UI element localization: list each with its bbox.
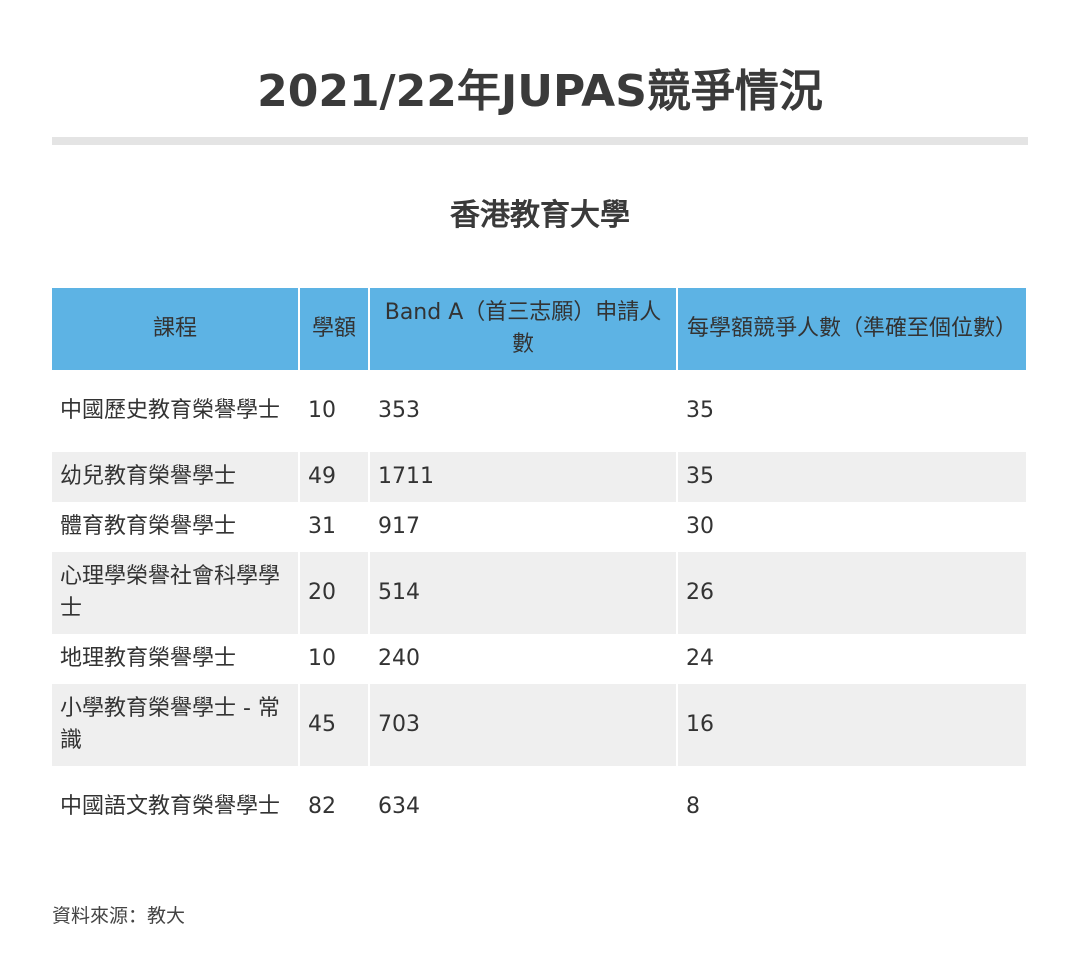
ratio-value: 35 (677, 452, 1026, 502)
page-title: 2021/22年JUPAS競爭情況 (257, 66, 823, 117)
table-row: 中國語文教育榮譽學士 82 634 8 (52, 766, 1026, 848)
ratio-value: 30 (677, 502, 1026, 552)
quota-value: 10 (299, 370, 370, 452)
header-band-a-applicants: Band A（首三志願）申請人數 (369, 288, 678, 370)
band-a-value: 1711 (369, 452, 678, 502)
course-name: 幼兒教育榮譽學士 (52, 452, 300, 502)
band-a-value: 353 (369, 370, 678, 452)
course-name: 小學教育榮譽學士 - 常識 (52, 684, 300, 766)
table-row: 小學教育榮譽學士 - 常識 45 703 16 (52, 684, 1026, 766)
ratio-value: 35 (677, 370, 1026, 452)
header-competition-ratio: 每學額競爭人數（準確至個位數） (677, 288, 1026, 370)
quota-value: 20 (299, 552, 370, 634)
header-course: 課程 (52, 288, 300, 370)
table-row: 體育教育榮譽學士 31 917 30 (52, 502, 1026, 552)
quota-value: 31 (299, 502, 370, 552)
table-row: 地理教育榮譽學士 10 240 24 (52, 634, 1026, 684)
university-subtitle: 香港教育大學 (450, 198, 630, 233)
ratio-value: 16 (677, 684, 1026, 766)
course-name: 心理學榮譽社會科學學士 (52, 552, 300, 634)
course-name: 體育教育榮譽學士 (52, 502, 300, 552)
band-a-value: 240 (369, 634, 678, 684)
band-a-value: 917 (369, 502, 678, 552)
course-name: 中國語文教育榮譽學士 (52, 766, 300, 848)
quota-value: 10 (299, 634, 370, 684)
source-note: 資料來源：教大 (52, 905, 186, 927)
title-divider (52, 137, 1028, 145)
table-row: 幼兒教育榮譽學士 49 1711 35 (52, 452, 1026, 502)
course-name: 地理教育榮譽學士 (52, 634, 300, 684)
quota-value: 49 (299, 452, 370, 502)
band-a-value: 514 (369, 552, 678, 634)
course-name: 中國歷史教育榮譽學士 (52, 370, 300, 452)
band-a-value: 634 (369, 766, 678, 848)
ratio-value: 26 (677, 552, 1026, 634)
header-quota: 學額 (299, 288, 370, 370)
band-a-value: 703 (369, 684, 678, 766)
ratio-value: 24 (677, 634, 1026, 684)
table-header-row: 課程 學額 Band A（首三志願）申請人數 每學額競爭人數（準確至個位數） (52, 288, 1026, 370)
quota-value: 45 (299, 684, 370, 766)
competition-table: 課程 學額 Band A（首三志願）申請人數 每學額競爭人數（準確至個位數） 中… (52, 288, 1026, 848)
quota-value: 82 (299, 766, 370, 848)
ratio-value: 8 (677, 766, 1026, 848)
table-row: 中國歷史教育榮譽學士 10 353 35 (52, 370, 1026, 452)
table-row: 心理學榮譽社會科學學士 20 514 26 (52, 552, 1026, 634)
